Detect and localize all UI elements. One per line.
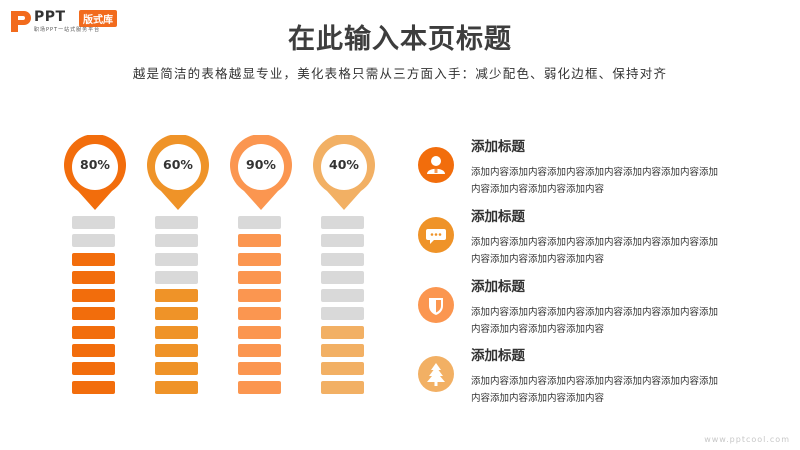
bar-segment xyxy=(321,289,364,303)
bar-segment xyxy=(72,216,115,229)
bar-segment xyxy=(321,344,364,358)
feature-item: 添加标题 添加内容添加内容添加内容添加内容添加内容添加内容添加内容添加内容添加内… xyxy=(418,208,738,274)
bar-segment xyxy=(155,234,198,248)
bar-segment xyxy=(155,270,198,284)
logo-p-icon xyxy=(11,11,31,32)
logo-badge: 版式库 xyxy=(79,10,117,27)
bar-segment xyxy=(155,216,198,229)
page-subtitle: 越是简洁的表格越显专业，美化表格只需从三方面入手：减少配色、弱化边框、保持对齐 xyxy=(132,66,668,81)
progress-label: 80% xyxy=(80,157,110,172)
progress-column: 90% xyxy=(229,135,299,400)
bar-segment xyxy=(72,234,115,248)
bar-segment xyxy=(321,307,364,321)
progress-column: 40% xyxy=(312,135,382,400)
bar-stack xyxy=(72,216,115,399)
pin-marker-icon xyxy=(64,135,126,210)
item-description: 添加内容添加内容添加内容添加内容添加内容添加内容添加内容添加内容添加内容添加内容 xyxy=(471,237,719,265)
bar-segment xyxy=(72,344,115,358)
person-icon xyxy=(418,147,454,183)
bar-segment xyxy=(321,362,364,376)
bar-segment xyxy=(321,270,364,284)
watermark: www.pptcool.com xyxy=(704,435,790,444)
bar-stack xyxy=(321,216,364,399)
bar-segment xyxy=(238,270,281,284)
bar-segment xyxy=(155,325,198,339)
logo: PPT 版式库 职场PPT一站式服务平台 xyxy=(8,6,128,36)
bar-segment xyxy=(321,252,364,266)
bar-segment xyxy=(238,234,281,248)
progress-label: 60% xyxy=(163,157,193,172)
item-title: 添加标题 xyxy=(471,279,525,295)
bar-segment xyxy=(155,380,198,394)
progress-column: 60% xyxy=(146,135,216,400)
page-title: 在此输入本页标题 xyxy=(288,24,512,55)
bar-segment xyxy=(155,362,198,376)
bar-segment xyxy=(321,216,364,229)
bar-segment xyxy=(238,325,281,339)
feature-item: 添加标题 添加内容添加内容添加内容添加内容添加内容添加内容添加内容添加内容添加内… xyxy=(418,138,738,204)
bar-segment xyxy=(238,216,281,229)
item-description: 添加内容添加内容添加内容添加内容添加内容添加内容添加内容添加内容添加内容添加内容 xyxy=(471,376,719,404)
bar-segment xyxy=(72,252,115,266)
bar-segment xyxy=(238,344,281,358)
tree-icon xyxy=(418,356,454,392)
bar-segment xyxy=(321,380,364,394)
item-description: 添加内容添加内容添加内容添加内容添加内容添加内容添加内容添加内容添加内容添加内容 xyxy=(471,307,719,335)
bar-segment xyxy=(238,380,281,394)
pin-marker-icon xyxy=(313,135,375,210)
bar-segment xyxy=(238,362,281,376)
progress-column: 80% xyxy=(63,135,133,400)
item-description: 添加内容添加内容添加内容添加内容添加内容添加内容添加内容添加内容添加内容添加内容 xyxy=(471,167,719,195)
progress-label: 40% xyxy=(329,157,359,172)
chat-icon xyxy=(418,217,454,253)
bar-segment xyxy=(238,289,281,303)
bar-stack xyxy=(155,216,198,399)
bar-segment xyxy=(155,252,198,266)
pin-marker-icon xyxy=(230,135,292,210)
bar-segment xyxy=(321,234,364,248)
bar-stack xyxy=(238,216,281,399)
bar-segment xyxy=(321,325,364,339)
bar-segment xyxy=(238,307,281,321)
bar-segment xyxy=(72,325,115,339)
bar-segment xyxy=(72,380,115,394)
bar-segment xyxy=(238,252,281,266)
logo-text: PPT xyxy=(34,9,66,25)
feature-item: 添加标题 添加内容添加内容添加内容添加内容添加内容添加内容添加内容添加内容添加内… xyxy=(418,347,738,413)
bar-segment xyxy=(155,307,198,321)
bar-segment xyxy=(155,344,198,358)
pin-marker-icon xyxy=(147,135,209,210)
bar-segment xyxy=(72,307,115,321)
item-title: 添加标题 xyxy=(471,139,525,155)
bar-segment xyxy=(72,270,115,284)
logo-subtitle: 职场PPT一站式服务平台 xyxy=(34,27,101,33)
bar-segment xyxy=(72,362,115,376)
item-title: 添加标题 xyxy=(471,209,525,225)
bar-segment xyxy=(72,289,115,303)
shield-icon xyxy=(418,287,454,323)
progress-label: 90% xyxy=(246,157,276,172)
feature-item: 添加标题 添加内容添加内容添加内容添加内容添加内容添加内容添加内容添加内容添加内… xyxy=(418,278,738,344)
bar-segment xyxy=(155,289,198,303)
item-title: 添加标题 xyxy=(471,348,525,364)
